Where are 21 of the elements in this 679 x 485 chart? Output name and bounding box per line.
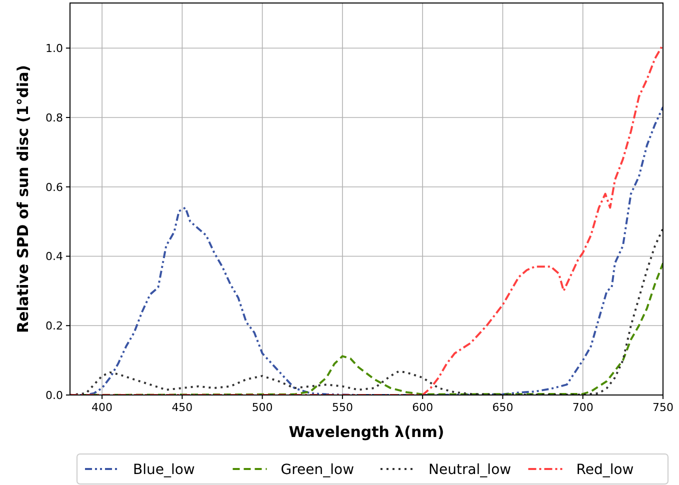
y-tick-label: 0.8: [46, 111, 63, 124]
legend-label: Neutral_low: [428, 462, 512, 478]
y-tick-label: 0.6: [46, 180, 63, 194]
x-tick-label: 700: [572, 401, 594, 414]
y-tick-label: 0.0: [46, 389, 63, 402]
x-tick-label: 500: [252, 401, 273, 414]
x-tick-label: 650: [492, 401, 514, 414]
legend-label: Blue_low: [133, 462, 195, 478]
y-tick-label: 0.2: [46, 320, 63, 333]
x-axis-title: Wavelength λ(nm): [288, 423, 444, 441]
x-tick-label: 450: [172, 401, 193, 414]
x-tick-label: 400: [92, 401, 113, 414]
y-tick-label: 0.4: [46, 250, 63, 264]
x-tick-label: 550: [332, 401, 353, 414]
x-tick-label: 750: [652, 401, 674, 414]
line-series: [70, 44, 663, 395]
legend-label: Red_low: [576, 462, 634, 478]
y-axis-title: Relative SPD of sun disc (1°dia): [14, 64, 32, 334]
legend-label: Green_low: [280, 462, 354, 478]
x-tick-label: 600: [412, 401, 434, 414]
y-tick-label: 1.0: [46, 42, 63, 56]
